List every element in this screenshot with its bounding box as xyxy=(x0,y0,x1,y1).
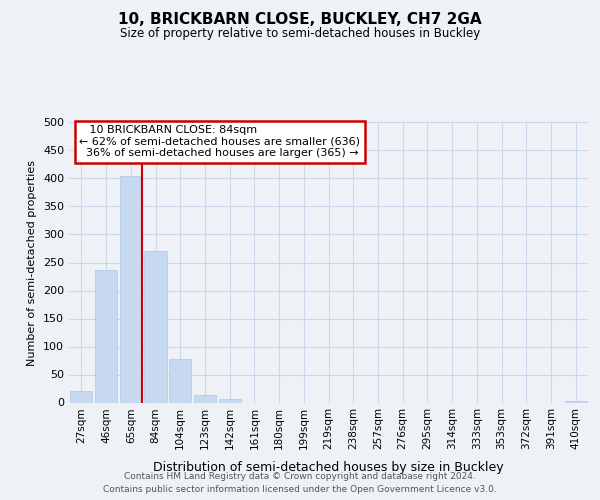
Text: 10, BRICKBARN CLOSE, BUCKLEY, CH7 2GA: 10, BRICKBARN CLOSE, BUCKLEY, CH7 2GA xyxy=(118,12,482,28)
Text: Size of property relative to semi-detached houses in Buckley: Size of property relative to semi-detach… xyxy=(120,28,480,40)
Bar xyxy=(565,401,587,402)
Bar xyxy=(119,176,142,402)
Text: Contains public sector information licensed under the Open Government Licence v3: Contains public sector information licen… xyxy=(103,485,497,494)
Bar xyxy=(70,392,92,402)
X-axis label: Distribution of semi-detached houses by size in Buckley: Distribution of semi-detached houses by … xyxy=(153,460,504,473)
Bar xyxy=(95,270,117,402)
Text: Contains HM Land Registry data © Crown copyright and database right 2024.: Contains HM Land Registry data © Crown c… xyxy=(124,472,476,481)
Bar xyxy=(218,399,241,402)
Y-axis label: Number of semi-detached properties: Number of semi-detached properties xyxy=(28,160,37,366)
Text: 10 BRICKBARN CLOSE: 84sqm
← 62% of semi-detached houses are smaller (636)
  36% : 10 BRICKBARN CLOSE: 84sqm ← 62% of semi-… xyxy=(79,126,361,158)
Bar xyxy=(169,359,191,403)
Bar xyxy=(145,252,167,402)
Bar xyxy=(194,395,216,402)
